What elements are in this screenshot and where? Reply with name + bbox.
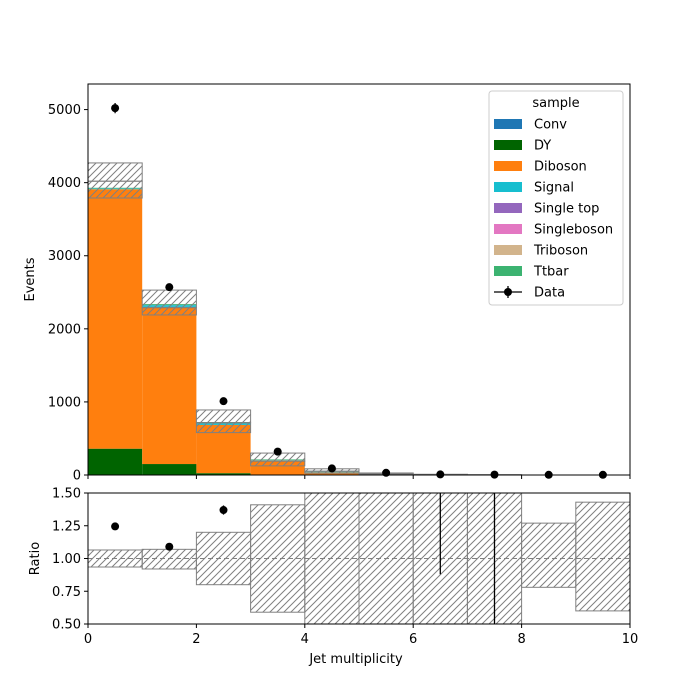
ratio-point [491,424,499,432]
legend-label: Conv [534,118,567,133]
ratio-points [111,424,499,624]
ratio-y-ticks: 0.50 0.75 1.00 1.25 1.50 [52,487,88,633]
x-tick-label: 4 [301,632,309,647]
bar-dy [196,473,251,475]
band-hatch [195,409,252,424]
legend-swatch-singleboson [494,224,522,234]
ratio-y-axis-title: Ratio [28,542,43,575]
y-tick-label: 4000 [48,176,81,191]
ratio-point [219,506,228,515]
y-tick-label: 5000 [48,103,81,118]
band-hatch [141,289,197,309]
data-point [165,283,174,292]
band-hatch [88,180,143,199]
legend-label: Singleboson [534,223,613,238]
bar-diboson [88,189,143,449]
ratio-x-axis-title: Jet multiplicity [308,652,403,667]
ratio-band-bin [575,501,630,612]
y-tick-label: 2000 [48,322,81,337]
ratio-band-bin [521,522,577,588]
x-tick-label: 6 [409,632,417,647]
ratio-point [111,522,120,531]
ratio-band-bin [304,493,360,624]
legend-swatch-dy [494,140,522,150]
y-tick-label: 0 [73,469,81,484]
band-hatch [250,460,306,467]
data-point [111,104,120,113]
data-point [273,447,282,456]
legend-label: Single top [534,202,599,217]
ratio-point [165,542,174,551]
bar-dy [142,464,197,475]
x-tick-label: 0 [84,632,92,647]
legend-label: DY [534,139,551,154]
data-point [219,397,228,406]
ratio-y-tick-label: 0.75 [52,585,81,600]
legend-swatch-single-top [494,203,522,213]
band-hatch [88,162,143,182]
legend-label: Signal [534,181,574,196]
legend-label: Triboson [533,244,588,259]
legend-swatch-signal [494,182,522,192]
stacked-histogram [88,187,522,475]
ratio-y-tick-label: 1.25 [52,519,81,534]
x-tick-label: 10 [622,632,639,647]
main-panel: 0 1000 2000 3000 4000 5000 Events [23,83,631,484]
ratio-y-tick-label: 1.50 [52,487,81,502]
data-point [436,470,445,479]
legend-swatch-conv [494,119,522,129]
main-y-ticks: 0 1000 2000 3000 4000 5000 [48,103,88,484]
legend-data-marker [504,288,512,296]
band-hatch [195,422,252,434]
ratio-band-bin [141,548,197,570]
ratio-x-ticks: 0 2 4 6 8 10 [84,624,638,647]
data-point [382,468,391,477]
ratio-point [274,437,282,445]
bar-diboson [142,306,197,465]
y-tick-label: 1000 [48,395,81,410]
legend-items: Conv DY Diboson Signal Single top Singleboson… [494,118,613,301]
legend-swatch-triboson [494,245,522,255]
legend-swatch-ttbar [494,266,522,276]
main-x-ticks [87,475,631,479]
y-tick-label: 3000 [48,249,81,264]
band-hatch [141,307,197,316]
data-point [327,464,336,473]
legend-swatch-diboson [494,161,522,171]
legend-label: Ttbar [533,265,569,280]
main-axes-frame [87,83,631,476]
main-y-axis-title: Events [23,257,38,301]
ratio-band-bin [358,493,414,624]
legend-title: sample [532,96,579,111]
x-tick-label: 8 [517,632,525,647]
ratio-panel: 0.50 0.75 1.00 1.25 1.50 0 2 4 6 8 10 Ratio Jet m… [28,424,638,668]
legend-label: Diboson [534,160,587,175]
legend-label: Data [534,286,565,301]
ratio-y-tick-label: 0.50 [52,618,81,633]
legend-frame [488,90,624,306]
legend: sample Conv DY Diboson Signal Single top Sing… [488,90,624,306]
x-tick-label: 2 [192,632,200,647]
ratio-y-tick-label: 1.00 [52,552,81,567]
bar-dy [88,448,143,475]
